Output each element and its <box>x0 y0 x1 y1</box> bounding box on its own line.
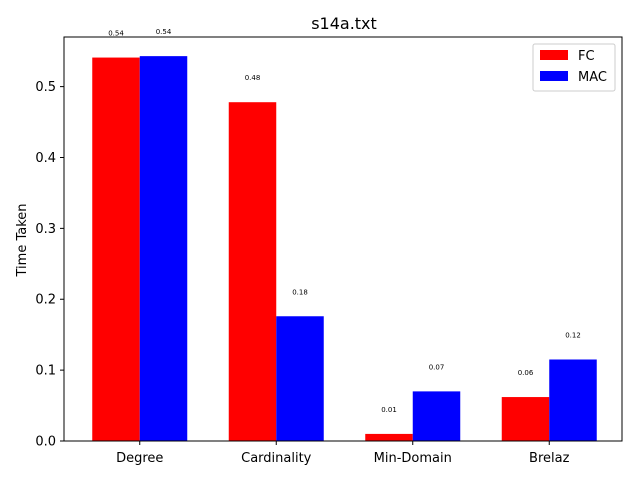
x-tick-label: Cardinality <box>241 451 312 466</box>
bar-value-labels: 0.54 0.54 0.48 0.18 0.01 0.07 0.06 0.12 <box>108 28 581 414</box>
bar-fc-brelaz <box>501 397 550 441</box>
x-tick-label: Brelaz <box>529 451 570 466</box>
bar-mac-degree <box>139 56 188 441</box>
bar-fc-min-domain <box>365 433 413 441</box>
legend: FC MAC <box>532 43 616 92</box>
bars-group <box>92 56 597 442</box>
bar-mac-brelaz <box>549 359 597 441</box>
bar-label-mac-brelaz: 0.12 <box>565 331 581 339</box>
plot-frame <box>63 36 623 442</box>
x-tick-label: Degree <box>116 451 163 466</box>
bar-mac-cardinality <box>276 316 324 441</box>
y-tick-label: 0.1 <box>35 364 56 379</box>
y-axis-label: Time Taken <box>15 203 30 277</box>
bar-mac-min-domain <box>412 391 461 441</box>
bar-label-mac-min-domain: 0.07 <box>429 363 445 371</box>
y-tick-label: 0.5 <box>35 80 56 95</box>
y-tick-label: 0.0 <box>35 435 56 450</box>
bar-label-fc-brelaz: 0.06 <box>518 369 534 377</box>
legend-label-fc: FC <box>578 49 595 64</box>
bar-label-mac-degree: 0.54 <box>156 28 172 36</box>
bar-fc-cardinality <box>228 102 277 441</box>
bar-label-mac-cardinality: 0.18 <box>292 288 308 296</box>
x-axis-ticks: Degree Cardinality Min-Domain Brelaz <box>116 441 570 466</box>
bar-label-fc-min-domain: 0.01 <box>381 406 397 414</box>
legend-swatch-mac <box>540 71 568 81</box>
x-tick-label: Min-Domain <box>374 451 452 466</box>
y-tick-label: 0.3 <box>35 222 56 237</box>
legend-label-mac: MAC <box>578 70 607 85</box>
bar-label-fc-degree: 0.54 <box>108 30 124 38</box>
y-tick-label: 0.2 <box>35 293 56 308</box>
bar-label-fc-cardinality: 0.48 <box>245 74 261 82</box>
bar-fc-degree <box>92 57 140 442</box>
legend-swatch-fc <box>540 50 568 60</box>
y-axis-ticks: 0.0 0.1 0.2 0.3 0.4 0.5 <box>35 80 64 450</box>
chart-title: s14a.txt <box>311 14 377 33</box>
y-tick-label: 0.4 <box>35 151 56 166</box>
